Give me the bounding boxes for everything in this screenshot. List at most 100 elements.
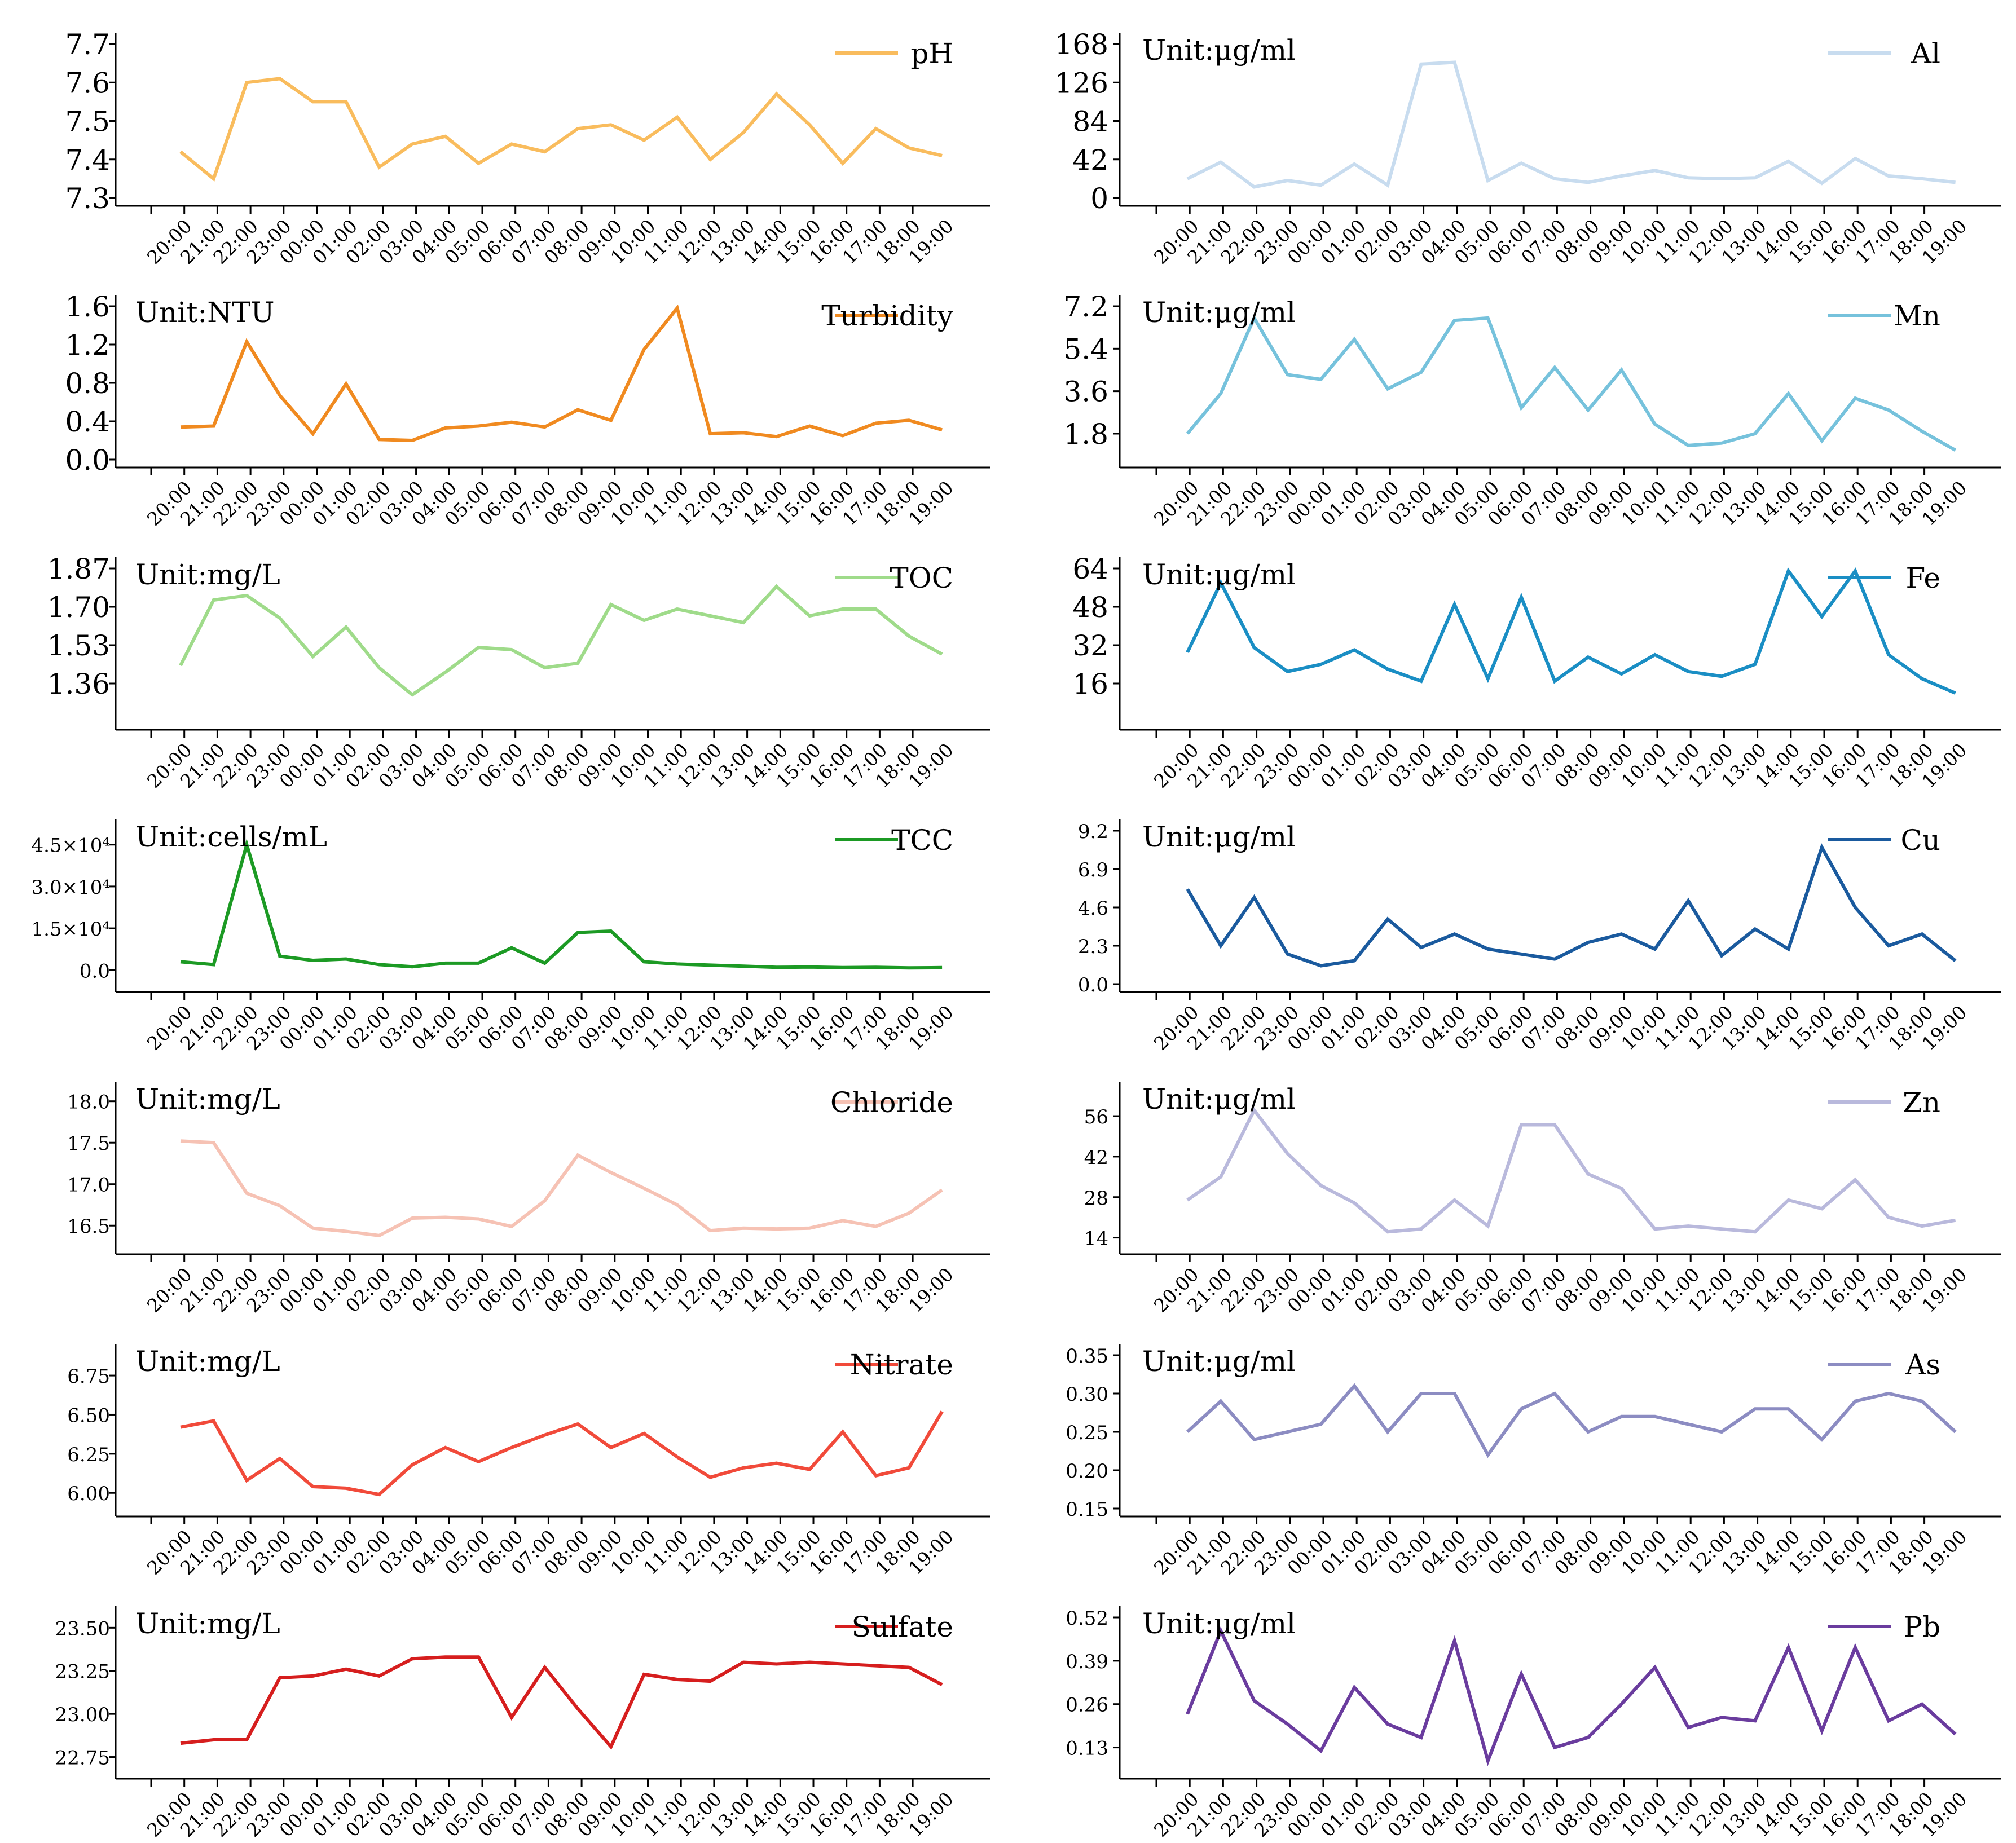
y-tick-label: 48 [1072, 591, 1108, 624]
y-tick-label: 6.25 [67, 1444, 110, 1466]
y-tick-label: 3.0×10⁴ [32, 876, 110, 899]
unit-label: Unit:mg/L [135, 1083, 280, 1116]
series-line-tcc [180, 838, 943, 970]
y-tick-label: 0.20 [1066, 1460, 1108, 1483]
y-tick-label: 64 [1072, 553, 1108, 585]
y-tick-label: 6.50 [67, 1404, 110, 1427]
panel-cu: 0.02.34.66.99.220:0021:0022:0023:0000:00… [1078, 819, 2001, 1055]
y-tick-label: 7.6 [65, 67, 110, 99]
y-tick-label: 6.9 [1078, 859, 1108, 881]
y-tick-label: 0.0 [1078, 974, 1108, 997]
y-tick-label: 28 [1084, 1187, 1108, 1210]
panel-as: 0.150.200.250.300.3520:0021:0022:0023:00… [1066, 1344, 2001, 1579]
panel-ph: 7.37.47.57.67.720:0021:0022:0023:0000:00… [65, 28, 990, 268]
y-tick-label: 7.7 [65, 28, 110, 61]
panel-chloride: 16.517.017.518.020:0021:0022:0023:0000:0… [67, 1082, 990, 1317]
series-line-sulfate [180, 1655, 943, 1750]
unit-label: Unit:mg/L [135, 1345, 280, 1378]
legend-label: As [1905, 1348, 1940, 1381]
y-tick-label: 16 [1072, 668, 1108, 700]
panel-mn: 1.83.65.47.220:0021:0022:0023:0000:0001:… [1063, 290, 2001, 530]
unit-label: Unit:mg/L [135, 1607, 280, 1640]
legend-label: Mn [1894, 299, 1940, 332]
y-tick-label: 23.25 [55, 1661, 110, 1683]
legend-label: Nitrate [850, 1348, 953, 1381]
series-line-pb [1186, 1626, 1957, 1766]
unit-label: Unit:μg/ml [1142, 1083, 1296, 1116]
y-tick-label: 168 [1055, 28, 1108, 61]
panel-nitrate: 6.006.256.506.7520:0021:0022:0023:0000:0… [67, 1344, 990, 1579]
y-tick-label: 23.00 [55, 1704, 110, 1726]
unit-label: Unit:cells/mL [135, 821, 327, 853]
y-tick-label: 0.39 [1066, 1651, 1108, 1673]
y-tick-label: 126 [1055, 67, 1108, 99]
y-tick-label: 7.3 [65, 182, 110, 215]
y-tick-label: 23.50 [55, 1617, 110, 1640]
unit-label: Unit:μg/ml [1142, 558, 1296, 591]
y-tick-label: 0.35 [1066, 1345, 1108, 1368]
legend-label: Sulfate [852, 1611, 953, 1643]
y-tick-label: 0.0 [80, 960, 110, 982]
y-tick-label: 32 [1072, 629, 1108, 662]
panel-al: 0428412616820:0021:0022:0023:0000:0001:0… [1055, 28, 2001, 268]
series-line-fe [1186, 567, 1956, 695]
panel-turbidity: 0.00.40.81.21.620:0021:0022:0023:0000:00… [65, 290, 990, 530]
y-tick-label: 4.6 [1078, 897, 1108, 920]
series-line-zn [1186, 1107, 1956, 1234]
y-tick-label: 7.5 [65, 105, 110, 138]
series-line-cu [1186, 843, 1957, 968]
y-tick-label: 2.3 [1078, 936, 1108, 958]
legend-label: Cu [1901, 824, 1940, 857]
panel-zn: 1428425620:0021:0022:0023:0000:0001:0002… [1084, 1082, 2001, 1317]
series-line-turbidity [180, 304, 943, 443]
y-tick-label: 14 [1084, 1228, 1108, 1250]
unit-label: Unit:μg/ml [1142, 34, 1296, 67]
unit-label: Unit:μg/ml [1142, 296, 1296, 329]
y-tick-label: 16.5 [67, 1215, 110, 1238]
legend-label: Chloride [830, 1086, 953, 1119]
y-tick-label: 1.36 [47, 668, 110, 700]
legend-label: TOC [890, 562, 953, 594]
legend-label: Al [1911, 37, 1940, 70]
y-tick-label: 3.6 [1063, 376, 1108, 408]
unit-label: Unit:mg/L [135, 558, 280, 591]
y-tick-label: 0.52 [1066, 1607, 1108, 1630]
y-tick-label: 6.75 [67, 1365, 110, 1388]
y-tick-label: 0.26 [1066, 1694, 1108, 1717]
y-tick-label: 56 [1084, 1106, 1108, 1128]
y-tick-label: 9.2 [1078, 821, 1108, 843]
y-tick-label: 0.25 [1066, 1422, 1108, 1444]
legend-label: Zn [1903, 1086, 1940, 1119]
series-line-al [1186, 60, 1956, 189]
y-tick-label: 0.30 [1066, 1383, 1108, 1406]
y-tick-label: 4.5×10⁴ [32, 835, 110, 857]
y-tick-label: 42 [1084, 1147, 1108, 1169]
y-tick-label: 6.00 [67, 1483, 110, 1505]
legend-label: TCC [891, 824, 953, 857]
y-tick-label: 1.70 [47, 591, 110, 624]
y-tick-label: 22.75 [55, 1747, 110, 1770]
y-tick-label: 0.4 [65, 405, 110, 438]
series-line-nitrate [180, 1410, 944, 1497]
y-tick-label: 17.5 [67, 1132, 110, 1155]
legend-label: Fe [1905, 562, 1940, 594]
y-tick-label: 1.5×10⁴ [32, 918, 110, 941]
panel-toc: 1.361.531.701.8720:0021:0022:0023:0000:0… [47, 553, 990, 792]
y-tick-label: 18.0 [67, 1091, 110, 1114]
y-tick-label: 0.0 [65, 444, 110, 477]
series-line-chloride [180, 1139, 943, 1237]
panel-sulfate: 22.7523.0023.2523.5020:0021:0022:0023:00… [55, 1606, 990, 1841]
series-line-toc [179, 584, 943, 697]
panel-tcc: 0.01.5×10⁴3.0×10⁴4.5×10⁴20:0021:0022:002… [32, 819, 990, 1055]
unit-label: Unit:NTU [135, 296, 275, 329]
legend-label: Pb [1903, 1611, 1940, 1643]
legend-label: Turbidity [821, 299, 954, 332]
unit-label: Unit:μg/ml [1142, 1607, 1296, 1640]
y-tick-label: 0.8 [65, 367, 110, 400]
y-tick-label: 7.4 [65, 144, 110, 177]
y-tick-label: 0.15 [1066, 1498, 1108, 1521]
legend-label: pH [910, 37, 953, 70]
unit-label: Unit:μg/ml [1142, 1345, 1296, 1378]
y-tick-label: 84 [1072, 105, 1108, 138]
